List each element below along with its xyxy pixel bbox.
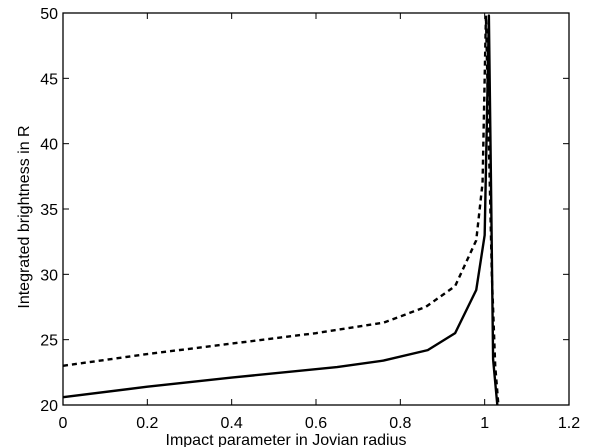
y-tick-label: 35: [40, 202, 58, 219]
x-tick-label: 0.8: [389, 415, 411, 432]
plot-series: [62, 14, 500, 406]
y-tick-label: 30: [40, 267, 58, 284]
plot-frame: [62, 12, 570, 406]
x-tick-label: 0.6: [305, 415, 327, 432]
x-tick-label: 0.4: [221, 415, 243, 432]
y-tick-labels: 20 25 30 35 40 45 50: [40, 6, 58, 415]
series-line-solid: [62, 14, 499, 406]
y-tick-label: 25: [40, 333, 58, 350]
x-tick-label: 1: [480, 415, 489, 432]
x-tick-label: 1.2: [558, 415, 580, 432]
y-tick-label: 40: [40, 137, 58, 154]
x-tick-label: 0: [59, 415, 68, 432]
y-tick-label: 45: [40, 71, 58, 88]
y-axis-label: Integrated brightness in R: [16, 125, 33, 308]
y-tick-label: 50: [40, 6, 58, 23]
series-line-dashed: [62, 14, 500, 403]
y-tick-label: 20: [40, 398, 58, 415]
x-axis-label: Impact parameter in Jovian radius: [166, 432, 407, 447]
x-tick-label: 0.2: [136, 415, 158, 432]
x-tick-labels: 0 0.2 0.4 0.6 0.8 1 1.2: [59, 415, 581, 432]
